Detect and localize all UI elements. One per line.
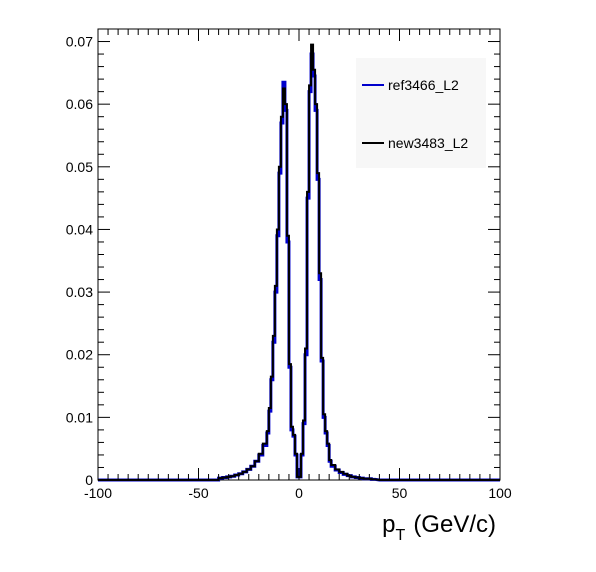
x-tick-label: 100 — [488, 485, 512, 501]
x-axis-title-main: p — [382, 511, 395, 538]
y-tick-label: 0.04 — [66, 221, 93, 237]
y-tick-label: 0.03 — [66, 284, 93, 300]
axis-ticks: -100 -50 0 50 100 0 0.01 0.02 0.03 0.04 0.05 0.06 0.… — [66, 28, 512, 501]
x-axis-title-sub: T — [396, 527, 406, 544]
y-tick-label: 0.01 — [66, 409, 93, 425]
x-tick-label: 0 — [295, 485, 303, 501]
series-line-new3483_L2 — [98, 43, 500, 481]
y-tick-label: 0 — [85, 472, 93, 488]
legend-label-ref3466: ref3466_L2 — [388, 77, 459, 93]
legend: ref3466_L2 new3483_L2 — [356, 58, 486, 168]
series-group — [98, 43, 500, 482]
y-tick-label: 0.05 — [66, 159, 93, 175]
x-axis-title: pT (GeV/c) — [382, 511, 496, 544]
x-tick-label: 50 — [392, 485, 408, 501]
legend-box — [356, 58, 486, 168]
y-tick-label: 0.07 — [66, 34, 93, 50]
legend-label-new3483: new3483_L2 — [388, 135, 468, 151]
y-tick-label: 0.02 — [66, 347, 93, 363]
x-tick-label: -100 — [84, 485, 112, 501]
x-tick-label: -50 — [188, 485, 208, 501]
y-tick-label: 0.06 — [66, 96, 93, 112]
x-axis-title-units: (GeV/c) — [413, 511, 496, 538]
